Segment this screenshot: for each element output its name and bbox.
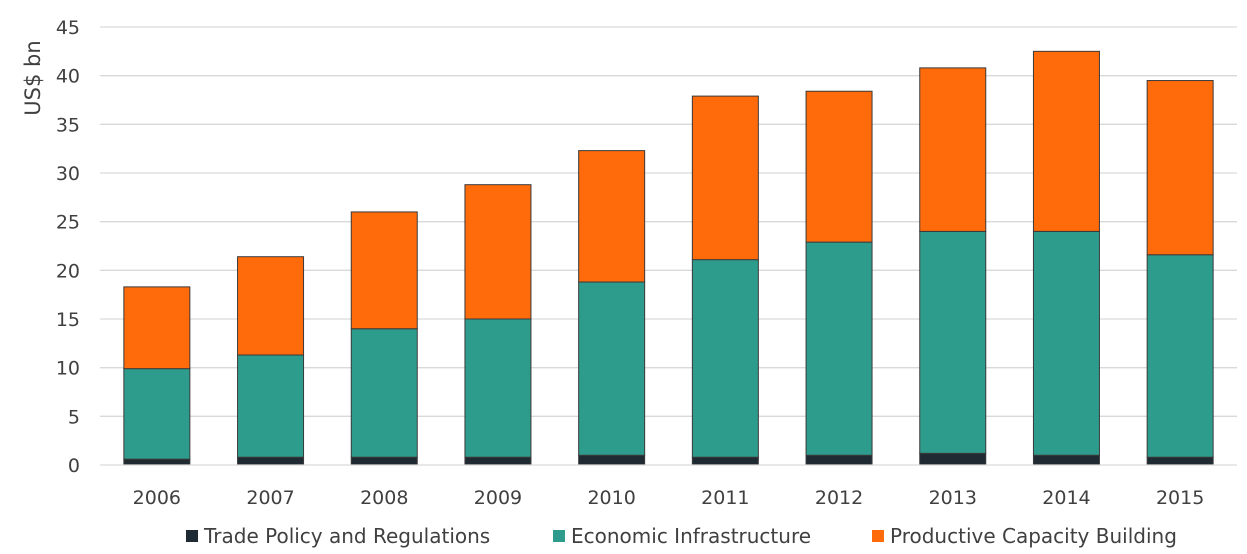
y-tick-label: 40 (56, 66, 80, 88)
bar-segment-2007-1 (237, 354, 305, 458)
legend-label: Economic Infrastructure (571, 524, 811, 548)
y-tick-label: 10 (56, 358, 80, 380)
x-tick-label: 2008 (360, 487, 408, 509)
legend-label: Trade Policy and Regulations (203, 524, 490, 548)
bar-segment-2009-1 (464, 318, 532, 458)
legend-swatch (553, 530, 565, 542)
bar-segment-2010-2 (578, 150, 646, 283)
bars (123, 50, 1214, 466)
y-tick-label: 15 (56, 309, 80, 331)
y-axis-ticks: 0 5 10 15 20 25 30 35 40 45 (56, 17, 80, 477)
bar-segment-2011-1 (691, 259, 759, 458)
y-tick-label: 25 (56, 212, 80, 234)
bar-segment-2008-2 (350, 211, 418, 330)
x-tick-label: 2009 (474, 487, 522, 509)
bar-segment-2012-2 (805, 90, 873, 243)
x-tick-label: 2010 (587, 487, 635, 509)
bar-segment-2014-1 (1032, 230, 1100, 456)
bar-segment-2008-0 (350, 456, 418, 466)
y-tick-label: 45 (56, 17, 80, 39)
legend-swatch (872, 530, 884, 542)
bar-segment-2011-2 (691, 95, 759, 261)
bar-segment-2007-2 (237, 256, 305, 356)
legend-swatch (186, 530, 198, 542)
bar-segment-2012-0 (805, 454, 873, 466)
bar-segment-2007-0 (237, 456, 305, 466)
x-axis-ticks: 2006 2007 2008 2009 2010 2011 2012 2013 2014 2015 (133, 487, 1205, 509)
x-tick-label: 2007 (246, 487, 294, 509)
bar-segment-2013-2 (919, 67, 987, 232)
bar-segment-2006-2 (123, 286, 191, 370)
bar-segment-2014-2 (1032, 50, 1100, 232)
x-tick-label: 2012 (815, 487, 863, 509)
y-tick-label: 35 (56, 114, 80, 136)
x-tick-label: 2006 (133, 487, 181, 509)
legend-label: Productive Capacity Building (890, 524, 1177, 548)
bar-segment-2009-0 (464, 456, 532, 466)
bar-segment-2011-0 (691, 456, 759, 466)
legend: Trade Policy and Regulations Economic Inf… (186, 524, 1177, 548)
bar-segment-2012-1 (805, 241, 873, 456)
bar-segment-2015-1 (1146, 254, 1214, 458)
y-tick-label: 5 (68, 406, 80, 428)
x-tick-label: 2013 (929, 487, 977, 509)
bar-segment-2009-2 (464, 184, 532, 320)
bar-segment-2013-0 (919, 452, 987, 466)
bar-segment-2013-1 (919, 230, 987, 454)
bar-segment-2008-1 (350, 328, 418, 458)
bar-segment-2010-0 (578, 454, 646, 466)
bar-segment-2014-0 (1032, 454, 1100, 466)
bar-segment-2006-0 (123, 458, 191, 466)
x-tick-label: 2014 (1042, 487, 1090, 509)
y-tick-label: 20 (56, 260, 80, 282)
x-tick-label: 2011 (701, 487, 749, 509)
y-tick-label: 30 (56, 163, 80, 185)
bar-segment-2015-2 (1146, 80, 1214, 256)
bar-segment-2006-1 (123, 368, 191, 460)
x-tick-label: 2015 (1156, 487, 1204, 509)
bar-segment-2015-0 (1146, 456, 1214, 466)
y-tick-label: 0 (68, 455, 80, 477)
bar-segment-2010-1 (578, 281, 646, 456)
y-axis-label: US$ bn (21, 40, 45, 115)
